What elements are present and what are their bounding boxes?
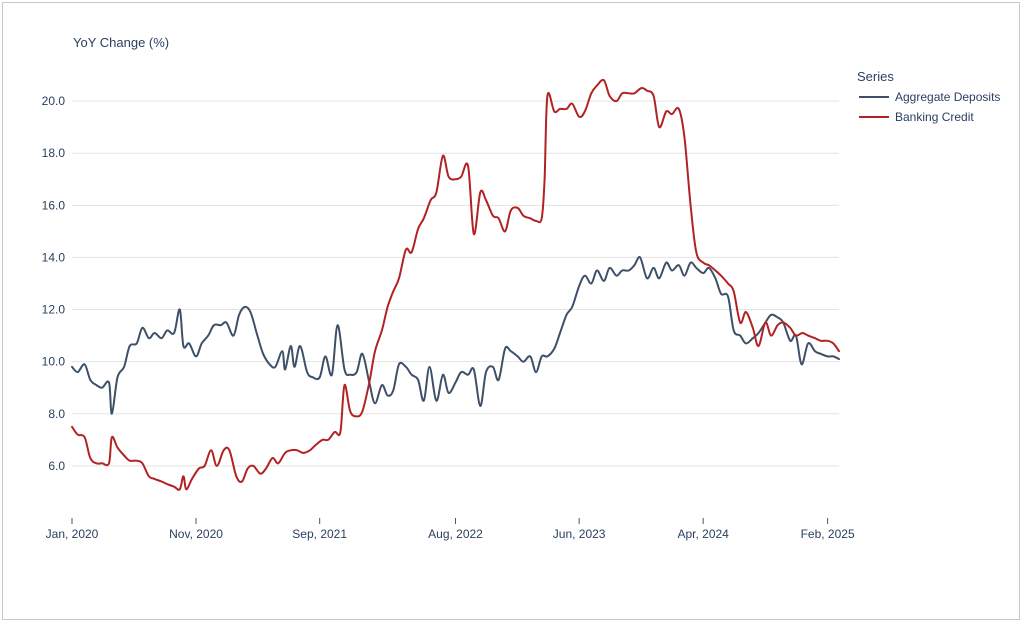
series-line-banking-credit <box>71 78 840 491</box>
y-tick-label: 14.0 <box>42 250 66 264</box>
x-tick-label: Jan, 2020 <box>46 527 99 541</box>
y-tick-label: 12.0 <box>42 303 66 317</box>
x-tick-label: Aug, 2022 <box>428 527 483 541</box>
x-tick-label: Jun, 2023 <box>553 527 606 541</box>
x-tick-label: Feb, 2025 <box>801 527 855 541</box>
y-tick-label: 20.0 <box>42 94 66 108</box>
series-line-aggregate-deposits <box>71 256 840 415</box>
legend-label: Aggregate Deposits <box>895 90 1000 104</box>
y-tick-label: 10.0 <box>42 355 66 369</box>
legend-item-aggregate-deposits[interactable]: Aggregate Deposits <box>859 90 1000 104</box>
x-axis-ticks: Jan, 2020 Nov, 2020 Sep, 2021 Aug, 2022 Jun,… <box>46 518 855 541</box>
y-axis-ticks: 6.0 8.0 10.0 12.0 14.0 16.0 18.0 20.0 <box>42 94 66 473</box>
y-tick-label: 18.0 <box>42 146 66 160</box>
legend-label: Banking Credit <box>895 110 974 124</box>
y-tick-label: 8.0 <box>48 407 65 421</box>
x-tick-label: Sep, 2021 <box>292 527 347 541</box>
y-axis-title: YoY Change (%) <box>73 35 169 50</box>
series-lines <box>71 78 840 491</box>
legend[interactable]: Series Aggregate Deposits Banking Credit <box>857 69 1000 124</box>
legend-item-banking-credit[interactable]: Banking Credit <box>859 110 974 124</box>
y-tick-label: 6.0 <box>48 459 65 473</box>
y-tick-label: 16.0 <box>42 198 66 212</box>
x-tick-label: Nov, 2020 <box>169 527 223 541</box>
x-tick-label: Apr, 2024 <box>677 527 729 541</box>
legend-title: Series <box>857 69 894 84</box>
gridlines <box>72 100 839 467</box>
